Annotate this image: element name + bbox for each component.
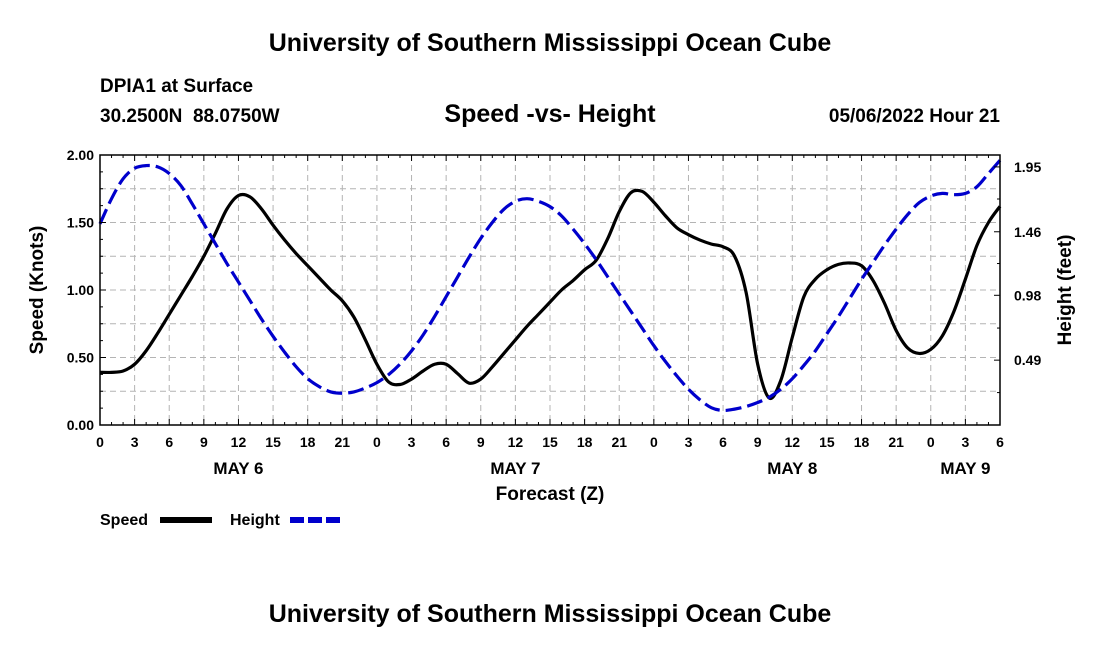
page-title: University of Southern Mississippi Ocean… xyxy=(268,29,832,57)
legend: Speed Height xyxy=(100,512,342,529)
x-tick-label: 3 xyxy=(131,434,139,450)
y-tick-label: 2.00 xyxy=(67,147,94,163)
x-tick-label: 15 xyxy=(265,434,281,450)
x-tick-label: 9 xyxy=(477,434,485,450)
date-label: MAY 9 xyxy=(940,459,990,478)
speed-series-line xyxy=(99,188,1002,401)
footer-title: University of Southern Mississippi Ocean… xyxy=(268,600,832,628)
date-label: MAY 6 xyxy=(213,459,263,478)
y-tick-label: 1.50 xyxy=(67,215,94,231)
x-tick-label: 9 xyxy=(754,434,762,450)
chart-subtitle: Speed -vs- Height xyxy=(444,100,656,128)
y2-axis-label: Height (feet) xyxy=(1055,235,1076,346)
legend-speed-label: Speed xyxy=(100,512,148,529)
x-tick-label: 3 xyxy=(408,434,416,450)
station-label: DPIA1 at Surface xyxy=(100,76,254,97)
y-axis-label: Speed (Knots) xyxy=(27,226,48,355)
y2-tick-label: 1.95 xyxy=(1014,159,1041,175)
height-series-line xyxy=(98,159,1002,413)
date-label: MAY 7 xyxy=(490,459,540,478)
x-tick-label: 12 xyxy=(785,434,801,450)
x-tick-label: 0 xyxy=(650,434,658,450)
x-tick-label: 12 xyxy=(231,434,247,450)
x-tick-label: 0 xyxy=(927,434,935,450)
x-tick-label: 0 xyxy=(96,434,104,450)
x-tick-label: 21 xyxy=(335,434,351,450)
forecast-datetime: 05/06/2022 Hour 21 xyxy=(828,106,1000,127)
x-tick-label: 18 xyxy=(300,434,316,450)
x-tick-label: 6 xyxy=(996,434,1004,450)
x-tick-label: 3 xyxy=(685,434,693,450)
y-tick-label: 1.00 xyxy=(67,282,94,298)
x-tick-label: 9 xyxy=(200,434,208,450)
station-coordinates: 30.2500N 88.0750W xyxy=(100,106,280,127)
x-tick-label: 3 xyxy=(961,434,969,450)
x-tick-label: 12 xyxy=(508,434,524,450)
y2-tick-label: 1.46 xyxy=(1014,224,1041,240)
legend-height-label: Height xyxy=(230,512,280,529)
date-label: MAY 8 xyxy=(767,459,817,478)
x-tick-label: 15 xyxy=(819,434,835,450)
x-tick-label: 6 xyxy=(442,434,450,450)
y-tick-label: 0.50 xyxy=(67,350,94,366)
x-axis-label: Forecast (Z) xyxy=(496,484,605,505)
x-tick-label: 21 xyxy=(888,434,904,450)
x-tick-label: 21 xyxy=(611,434,627,450)
x-tick-label: 6 xyxy=(719,434,727,450)
x-tick-label: 6 xyxy=(165,434,173,450)
x-tick-label: 0 xyxy=(373,434,381,450)
y-tick-label: 0.00 xyxy=(67,417,94,433)
x-tick-label: 18 xyxy=(577,434,593,450)
y2-tick-label: 0.49 xyxy=(1014,352,1041,368)
x-tick-label: 18 xyxy=(854,434,870,450)
y2-tick-label: 0.98 xyxy=(1014,287,1041,303)
x-tick-label: 15 xyxy=(542,434,558,450)
